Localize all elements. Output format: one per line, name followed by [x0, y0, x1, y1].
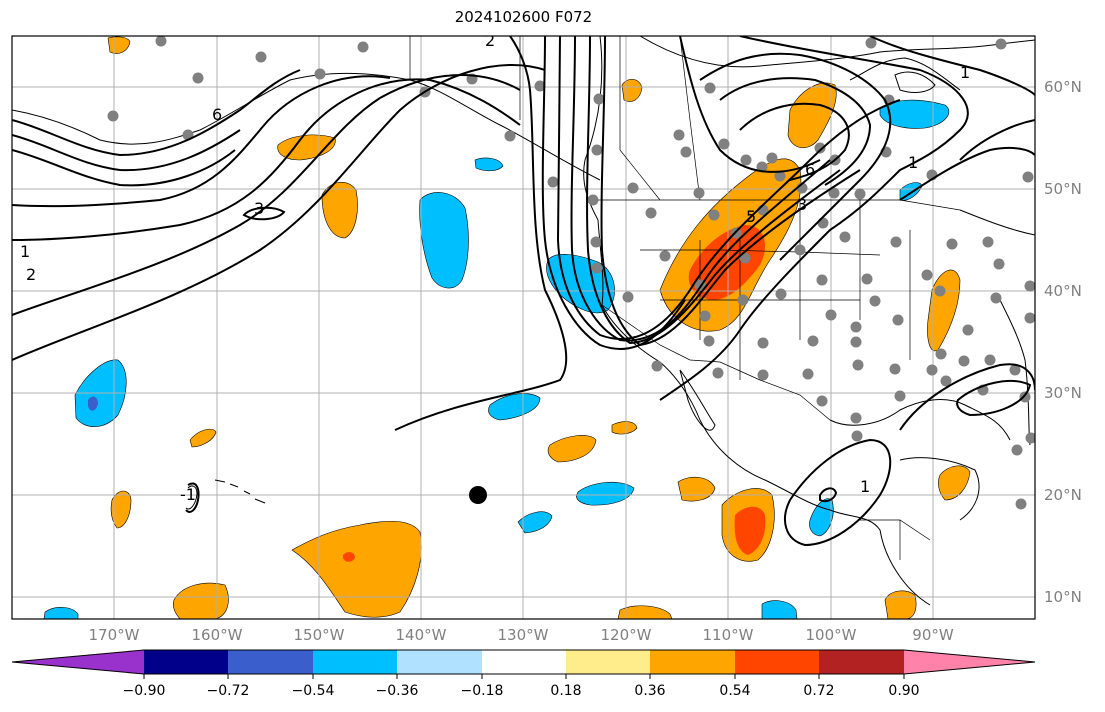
- contour-label: 5: [746, 207, 756, 226]
- lon-tick-label: 100°W: [805, 626, 857, 644]
- colorbar-bin: [313, 650, 397, 674]
- coastlines: [12, 36, 1035, 606]
- lat-tick-label: 40°N: [1044, 282, 1082, 300]
- lon-tick-label: 150°W: [293, 626, 345, 644]
- contour-label: 1: [960, 63, 970, 82]
- contour-label: 2: [26, 265, 36, 284]
- contour-label: 6: [212, 105, 222, 124]
- lon-tick-label: 110°W: [702, 626, 754, 644]
- colorbar: [11, 649, 1036, 679]
- shade-blue-pac3: [517, 511, 553, 534]
- shade-orange-11: [617, 605, 673, 619]
- lon-tick-label: 120°W: [600, 626, 652, 644]
- shade-orange-7: [189, 428, 217, 448]
- colorbar-tick-label: 0.72: [803, 683, 835, 699]
- shade-blue-hudson: [879, 99, 950, 129]
- shade-blue-pac1: [488, 393, 541, 421]
- colorbar-bin: [144, 650, 228, 674]
- colorbar-bin: [566, 650, 650, 674]
- colorbar-tick-label: 0.36: [634, 683, 666, 699]
- contour-lines: [12, 36, 1035, 547]
- lon-tick-label: 160°W: [191, 626, 243, 644]
- lon-tick-label: 130°W: [497, 626, 549, 644]
- colorbar-bin: [482, 650, 566, 674]
- lon-tick-label: 170°W: [88, 626, 140, 644]
- shade-orange-4: [110, 490, 132, 529]
- contour-label: 1: [860, 477, 870, 496]
- lat-tick-label: 20°N: [1044, 486, 1082, 504]
- contour-labels: 1 2 3 5 6 6 3 1 -1 1 1 2: [20, 31, 970, 504]
- colorbar-extend-high: [904, 650, 1035, 674]
- lat-tick-label: 10°N: [1044, 588, 1082, 606]
- contour-label: 6: [805, 160, 815, 179]
- shade-blue-pac2: [576, 481, 635, 506]
- shade-orange-pac-big: [291, 520, 422, 618]
- shade-orange-6: [884, 590, 917, 619]
- contour-label: 2: [485, 31, 495, 50]
- colorbar-tick-label: −0.54: [291, 683, 335, 699]
- colorbar-bin: [735, 650, 819, 674]
- lat-tick-label: 30°N: [1044, 384, 1082, 402]
- focus-point-marker: [469, 486, 487, 504]
- colorbar-tick-label: −0.18: [460, 683, 504, 699]
- colorbar-bin: [397, 650, 482, 674]
- shade-dark-blue-spot: [88, 396, 98, 411]
- shade-red-pac-spot: [343, 552, 355, 562]
- shade-blue-14: [474, 157, 504, 172]
- shade-orange-5: [938, 465, 971, 501]
- colorbar-bin: [819, 650, 904, 674]
- contour-label: 3: [254, 199, 264, 218]
- colorbar-tick-label: −0.72: [206, 683, 250, 699]
- lon-tick-label: 90°W: [912, 626, 954, 644]
- colorbar-tick-label: −0.36: [375, 683, 419, 699]
- shade-orange-3: [172, 582, 229, 619]
- contour-label: 1: [908, 153, 918, 172]
- shade-blue-13: [43, 607, 79, 619]
- shade-orange-8: [611, 421, 638, 435]
- colorbar-bin: [228, 650, 313, 674]
- colorbar-tick-label: 0.54: [719, 683, 751, 699]
- lat-tick-label: 50°N: [1044, 180, 1082, 198]
- colorbar-tick-label: 0.18: [550, 683, 582, 699]
- contour-label: 1: [20, 242, 30, 261]
- shade-blue-bc: [419, 192, 469, 289]
- shade-red-mex-coast: [734, 506, 766, 555]
- shade-orange-9: [621, 79, 643, 102]
- shade-orange-1: [547, 435, 597, 463]
- shade-orange-pac-n: [321, 182, 358, 239]
- colorbar-tick-label: 0.90: [888, 683, 920, 699]
- contour-label: -1: [180, 485, 196, 504]
- colorbar-extend-low: [12, 650, 144, 674]
- contour-label: 3: [797, 195, 807, 214]
- shade-blue-12: [761, 600, 798, 619]
- map-title: 2024102600 F072: [454, 8, 593, 26]
- colorbar-tick-label: −0.90: [122, 683, 166, 699]
- colorbar-bin: [650, 650, 735, 674]
- lat-tick-label: 60°N: [1044, 78, 1082, 96]
- lon-tick-label: 140°W: [395, 626, 447, 644]
- political-borders: [409, 36, 961, 560]
- map-frame: [11, 35, 1036, 620]
